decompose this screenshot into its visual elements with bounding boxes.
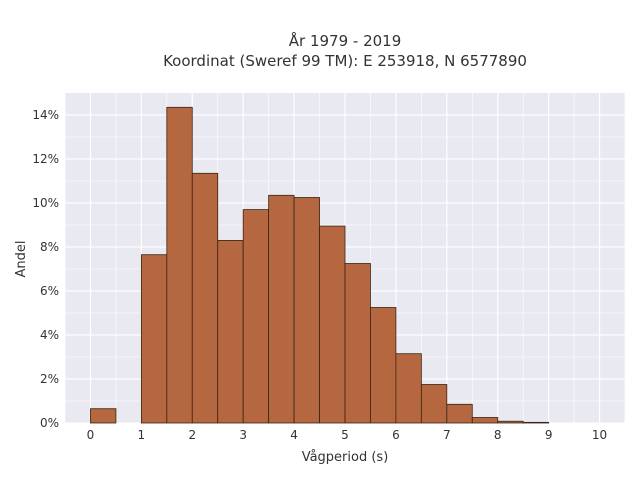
histogram-bar — [90, 408, 117, 424]
x-axis-ticks: 0 1 2 3 4 5 6 7 8 9 10 — [87, 428, 608, 442]
histogram-bar — [446, 403, 473, 424]
chart-subtitle: Koordinat (Sweref 99 TM): E 253918, N 65… — [163, 52, 527, 70]
histogram-bar — [166, 106, 193, 424]
y-tick-label: 12% — [32, 152, 59, 166]
x-tick-label: 9 — [545, 428, 553, 442]
x-tick-label: 0 — [87, 428, 95, 442]
y-tick-label: 6% — [40, 284, 59, 298]
x-tick-label: 6 — [392, 428, 400, 442]
histogram-bar — [370, 307, 397, 424]
histogram-bar — [140, 254, 168, 424]
histogram-bar — [471, 417, 499, 424]
histogram-bar — [497, 420, 524, 424]
x-tick-label: 5 — [341, 428, 349, 442]
histogram-bar — [522, 421, 550, 424]
chart-title: År 1979 - 2019 — [289, 31, 402, 50]
histogram-bar — [191, 172, 219, 424]
x-tick-label: 2 — [188, 428, 196, 442]
y-axis-label: Andel — [14, 241, 29, 278]
histogram-bar — [242, 209, 270, 424]
x-tick-label: 8 — [494, 428, 502, 442]
x-tick-label: 4 — [290, 428, 298, 442]
y-tick-label: 8% — [40, 240, 59, 254]
histogram-bar — [344, 263, 371, 424]
x-tick-label: 10 — [592, 428, 607, 442]
histogram-bar — [268, 194, 295, 424]
histogram-bar — [395, 353, 422, 424]
x-tick-label: 1 — [138, 428, 146, 442]
y-tick-label: 0% — [40, 416, 59, 430]
histogram-bar — [319, 225, 346, 424]
y-axis-ticks: 0% 2% 4% 6% 8% 10% 12% 14% — [32, 108, 59, 430]
y-tick-label: 10% — [32, 196, 59, 210]
x-tick-label: 7 — [443, 428, 451, 442]
y-tick-label: 4% — [40, 328, 59, 342]
y-tick-label: 14% — [32, 108, 59, 122]
histogram-bar — [420, 384, 448, 424]
y-tick-label: 2% — [40, 372, 59, 386]
histogram-bars — [90, 106, 550, 424]
x-tick-label: 3 — [239, 428, 247, 442]
histogram-bar — [293, 197, 320, 424]
histogram-bar — [217, 239, 244, 424]
x-axis-label: Vågperiod (s) — [302, 450, 389, 465]
